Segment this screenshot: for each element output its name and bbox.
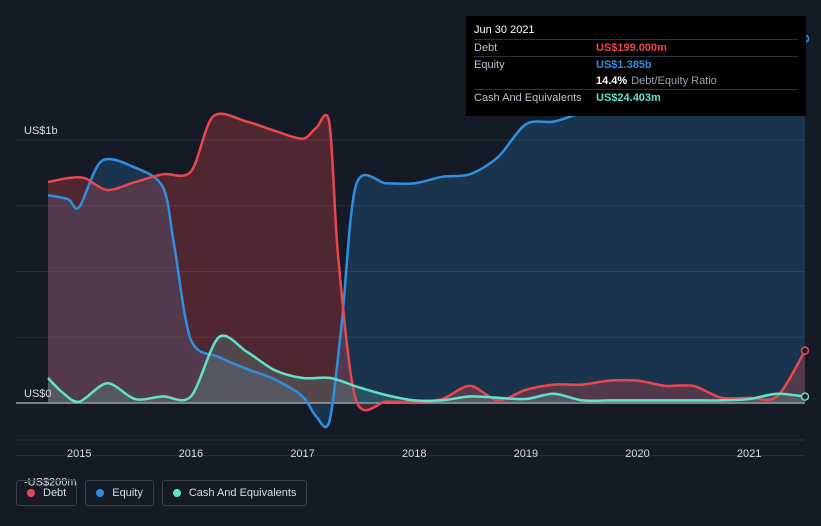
x-tick-label: 2020 [625, 448, 649, 460]
area-debt [48, 113, 805, 411]
tooltip-equity-label: Equity [474, 59, 505, 71]
series-areas [48, 38, 805, 428]
tooltip-panel: Jun 30 2021 Debt US$199.000m Equity US$1… [466, 16, 806, 116]
tooltip-row-ratio: 14.4% Debt/Equity Ratio [474, 73, 798, 89]
x-tick-label: 2018 [402, 448, 426, 460]
tooltip-cash-value: US$24.403m [596, 92, 661, 104]
tooltip-cash-label: Cash And Equivalents [474, 92, 582, 104]
tooltip-date: Jun 30 2021 [474, 24, 535, 36]
x-tick-label: 2021 [737, 448, 761, 460]
area-equity [48, 38, 805, 428]
y-axis: US$1b US$0 -US$200m [24, 125, 77, 489]
y-tick-label: US$0 [24, 388, 52, 400]
legend-cash-label: Cash And Equivalents [188, 487, 297, 499]
x-tick-label: 2015 [67, 448, 91, 460]
tooltip-debt-value: US$199.000m [596, 42, 667, 54]
tooltip-row-cash: Cash And Equivalents US$24.403m [474, 89, 798, 106]
equity-dot-icon [96, 489, 105, 497]
cash-dot-icon [172, 489, 181, 497]
debt-dot-icon [27, 489, 35, 497]
y-tick-label: -US$200m [24, 477, 77, 489]
legend-debt-label: Debt [43, 487, 67, 499]
legend-item-debt[interactable]: Debt [16, 480, 78, 506]
area-cash [48, 335, 805, 403]
tooltip-row-equity: Equity US$1.385b [474, 56, 798, 73]
tooltip-debt-label: Debt [474, 42, 498, 54]
legend-item-cash[interactable]: Cash And Equivalents [161, 480, 308, 506]
tooltip-ratio-value: 14.4% [596, 75, 628, 87]
legend-item-equity[interactable]: Equity [85, 480, 154, 506]
y-tick-label: US$1b [24, 125, 58, 137]
line-cash [47, 334, 806, 404]
end-marker-debt [800, 346, 810, 355]
tooltip-equity-value: US$1.385b [596, 59, 652, 71]
line-debt [47, 112, 807, 412]
tooltip-ratio-label: Debt/Equity Ratio [631, 75, 717, 87]
end-marker-cash [800, 392, 810, 401]
x-tick-label: 2016 [179, 448, 203, 460]
tooltip-row-debt: Debt US$199.000m [474, 39, 798, 56]
legend-equity-label: Equity [112, 487, 143, 499]
legend: Debt Equity Cash And Equivalents [16, 480, 308, 506]
x-tick-label: 2017 [290, 448, 314, 460]
x-tick-label: 2019 [514, 448, 538, 460]
x-axis: 2015 2016 2017 2018 2019 2020 2021 [67, 448, 761, 460]
